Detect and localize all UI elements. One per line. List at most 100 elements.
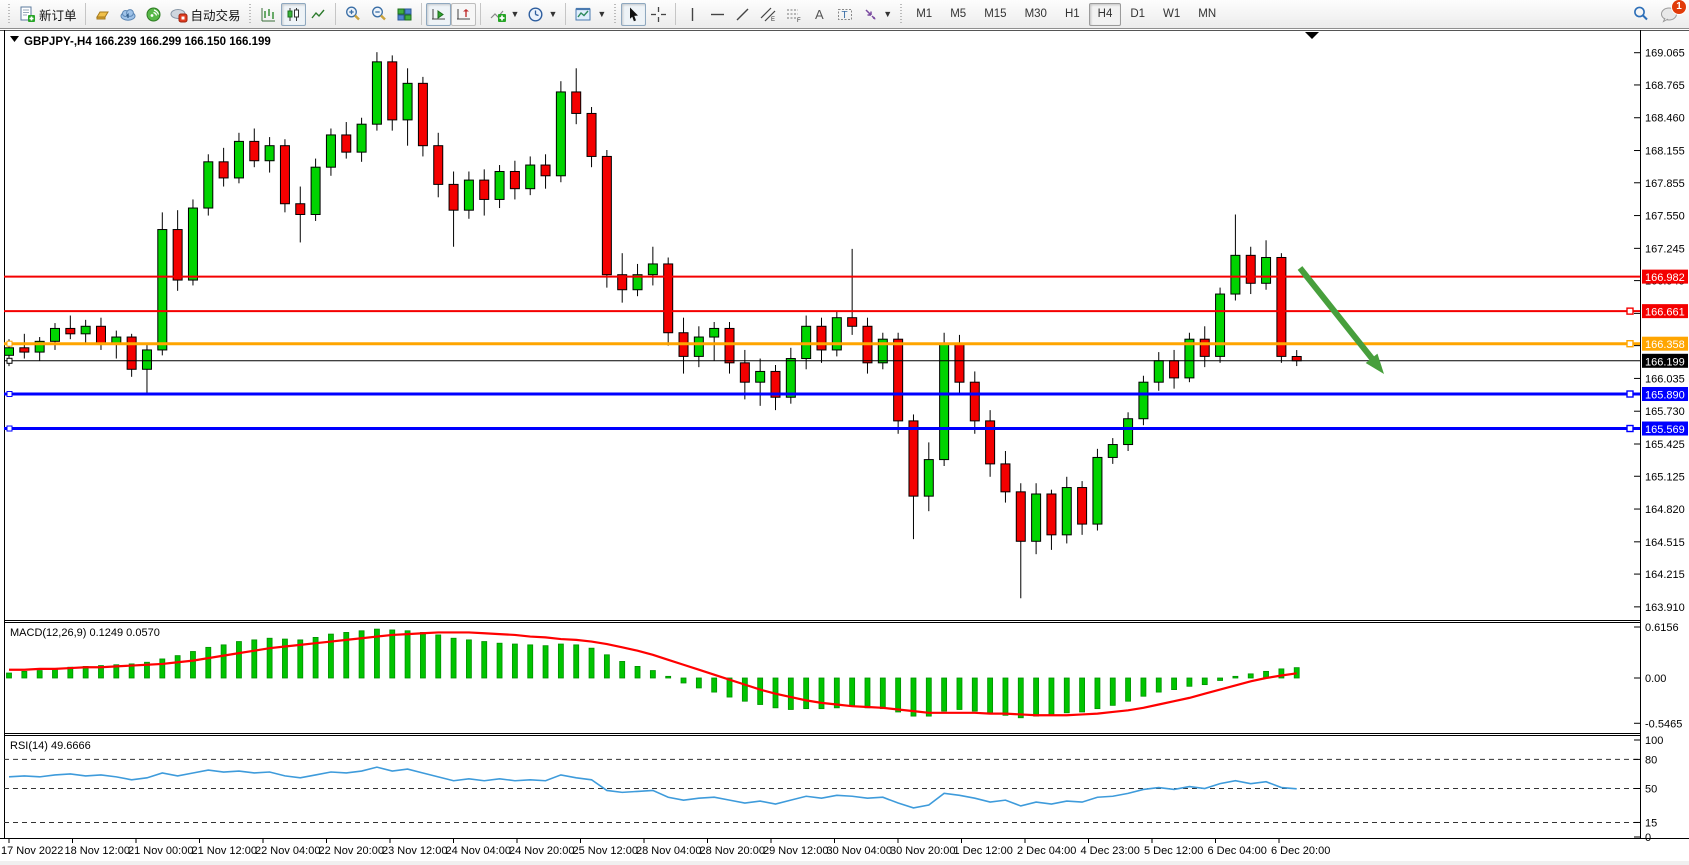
timeframe-button-MN[interactable]: MN [1198,8,1217,20]
candle [555,91,566,177]
timeframe-button-H1[interactable]: H1 [1064,8,1080,20]
zoom-out-button[interactable] [366,3,392,26]
macd-bar [787,677,794,710]
macd-bar [282,638,288,679]
zoom-in-button[interactable] [340,3,366,26]
zoom-out-icon [371,6,386,21]
chart-shift-button[interactable] [450,2,476,26]
horizontal-line-button[interactable] [705,3,730,26]
macd-axis-label: -0.5465 [1645,718,1682,730]
toolbar-grip [613,4,619,24]
new-order-button[interactable]: 新订单 [15,3,81,26]
fibonacci-button[interactable]: F [781,3,807,26]
macd-bar [1201,677,1208,686]
trend-arrow[interactable] [1297,266,1384,374]
time-tick-label: 6 Dec 20:00 [1271,845,1330,857]
candle [1261,256,1272,284]
macd-bar [941,677,948,712]
signal-button[interactable] [141,3,166,26]
chart-shift-icon [456,8,470,19]
price-flag-166.982 [1642,269,1688,284]
candle [1107,444,1118,458]
hline-handle[interactable] [6,357,13,364]
text-button[interactable]: A [807,3,832,26]
periods-button[interactable]: ▼ [523,3,561,26]
macd-bar [343,632,350,679]
timeframe-button-D1[interactable]: D1 [1130,8,1146,20]
hline-handle[interactable] [6,425,13,432]
candle [80,325,91,335]
candle [233,140,244,179]
hline-handle[interactable] [6,340,13,347]
candle [295,203,306,215]
notifications-button[interactable]: 1 [1660,0,1686,23]
price-flag-label: 165.569 [1645,424,1685,436]
macd-bar [1186,677,1193,687]
vertical-line-button[interactable] [680,3,705,26]
macd-bar [1140,677,1147,697]
hline-handle[interactable] [1626,424,1634,433]
timeframe-button-H4[interactable]: H4 [1088,2,1122,26]
macd-bar [1109,677,1116,706]
hline-handle[interactable] [6,391,13,398]
cloud-button[interactable] [115,3,141,26]
timeframe-toolbar: M1 M5 M15 M30 H1 H4 D1 W1 MN [907,2,1225,26]
text-label-button[interactable]: T [832,3,858,26]
macd-bar [573,644,580,679]
timeframe-button-M1[interactable]: M1 [916,8,933,20]
hline-handle[interactable] [1626,340,1634,348]
candlestick-chart-button[interactable] [280,2,306,26]
bar-chart-button[interactable] [256,3,281,26]
line-chart-button[interactable] [306,3,331,26]
timeframe-button-W1[interactable]: W1 [1163,8,1181,20]
trendline-button[interactable] [730,3,755,26]
crosshair-button[interactable] [646,3,671,26]
timeframe-button-M30[interactable]: M30 [1024,8,1047,20]
symbol-menu-icon[interactable] [10,36,19,42]
hline-handle[interactable] [1626,390,1634,398]
candle [509,170,520,190]
price-flag-label: 166.982 [1645,272,1685,284]
hline-handle[interactable] [1626,307,1634,315]
candle [770,370,781,398]
autotrading-icon [170,8,188,22]
gold-block-button[interactable] [90,3,115,26]
chart-template-button[interactable]: ▼ [570,3,610,26]
macd-bar [910,677,917,717]
toolbar: 新订单 自动交易 [0,0,1689,29]
candle [1138,381,1149,420]
macd-bar [864,677,871,709]
search-button[interactable] [1628,3,1654,26]
price-tick-label: 168.460 [1645,113,1685,125]
timeframe-button-M15[interactable]: M15 [984,8,1007,20]
separator [675,3,677,25]
candle [831,317,842,351]
shift-marker-icon[interactable] [1305,32,1319,39]
arrows-button[interactable]: ▼ [858,3,896,26]
macd-bar [803,677,810,710]
equidistant-channel-button[interactable]: E [755,3,781,26]
cursor-button[interactable] [621,2,647,26]
candle [1015,491,1026,542]
autotrading-label: 自动交易 [190,8,241,23]
candle [249,140,260,162]
candle [463,179,474,211]
macd-bar [465,639,472,679]
indicators-button[interactable]: ▼ [485,3,524,26]
tile-windows-icon [397,8,412,20]
autotrading-button[interactable]: 自动交易 [166,3,245,26]
tile-windows-button[interactable] [392,3,417,26]
candle [601,155,612,276]
price-flag-166.358 [1642,336,1688,351]
toolbar-grip [899,4,905,24]
price-tick-label: 168.765 [1645,80,1685,92]
autoscroll-button[interactable] [425,2,451,26]
candle [1031,493,1042,542]
macd-bar [695,677,702,689]
candle [325,134,336,168]
timeframe-button-M5[interactable]: M5 [950,8,967,20]
macd-bar [205,646,212,679]
chart-canvas[interactable]: 169.065 168.765 168.460 168.155 167.855 167.5… [0,30,1689,865]
macd-bar [251,639,258,679]
